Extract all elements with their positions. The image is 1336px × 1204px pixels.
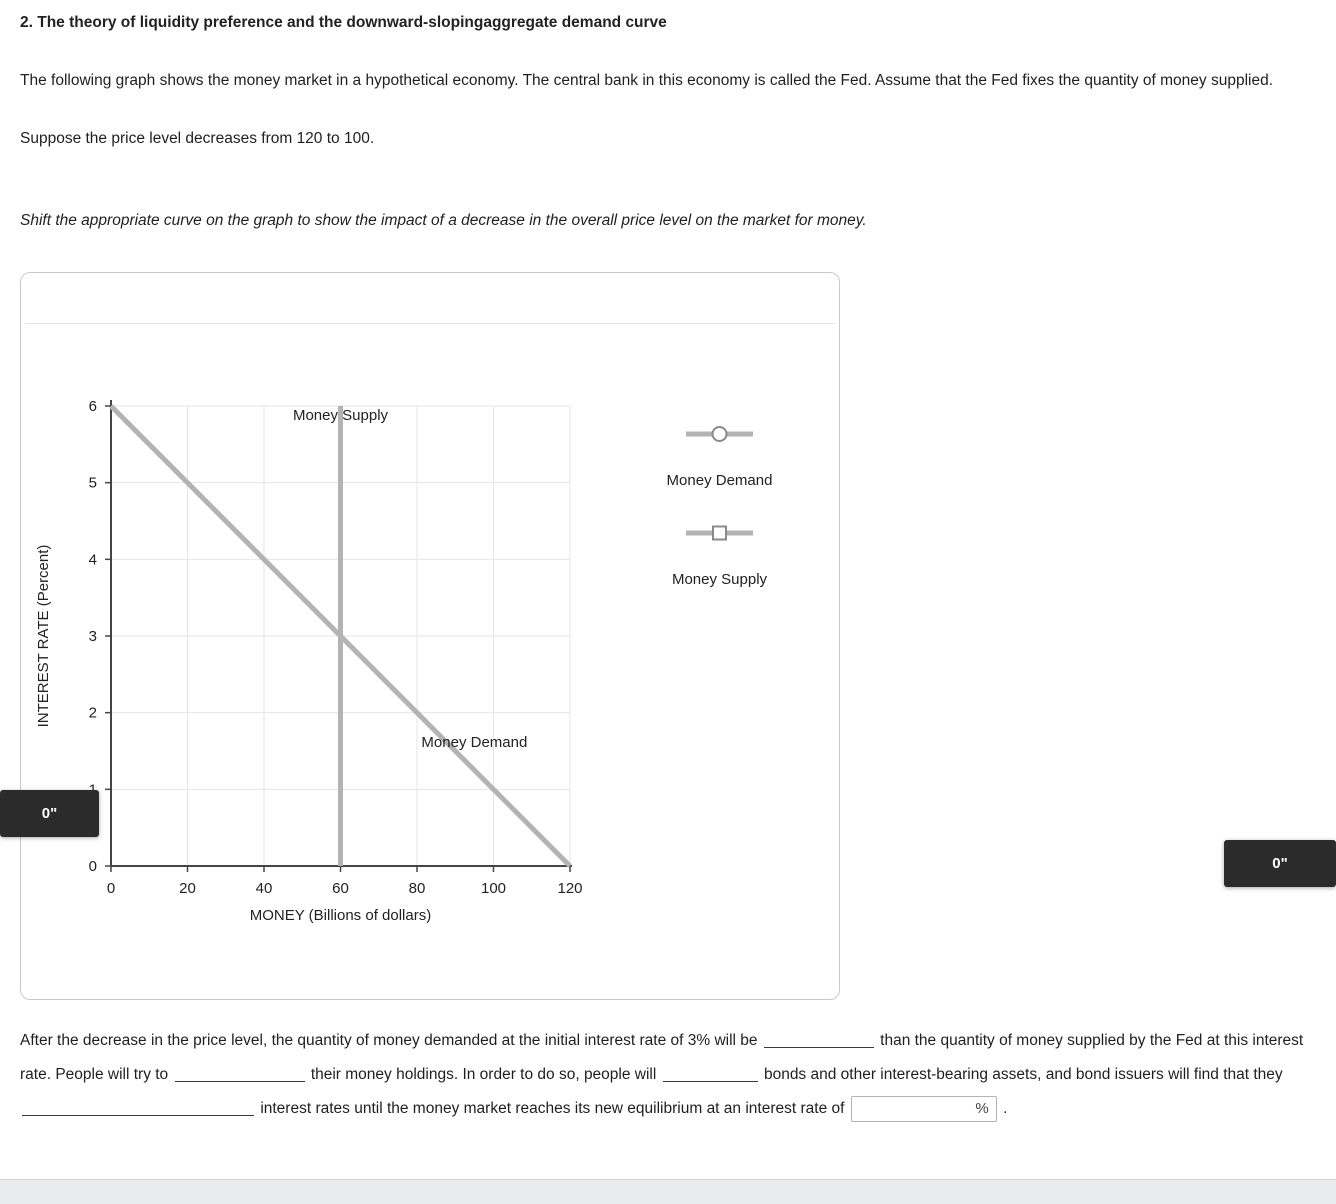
fill-text-1: After the decrease in the price level, t… [20,1032,758,1049]
fill-text-3: their money holdings. In order to do so,… [310,1066,657,1083]
graph-panel: 0 20 40 60 80 100 120 0 1 2 3 4 5 6 MONEY (Billions of… [20,272,840,1000]
fill-text-4: bonds and other interest-bearing assets,… [763,1066,1283,1083]
question-heading: 2. The theory of liquidity preference an… [20,14,667,31]
blank-buy-sell[interactable] [662,1066,758,1082]
percent-suffix: % [975,1099,989,1117]
blank-greater-less[interactable] [763,1032,874,1048]
money-market-graph[interactable]: 0 20 40 60 80 100 120 0 1 2 3 4 5 6 MONEY (Billions of… [21,273,839,999]
y-tick-label: 5 [89,475,97,492]
money-demand-curve[interactable] [109,404,572,868]
legend-item-money-supply[interactable]: Money Supply [672,525,768,589]
x-tick-label: 120 [557,880,582,897]
legend-circle-marker[interactable] [711,426,728,442]
legend-label: Money Supply [672,571,768,588]
y-tick-label: 0 [89,858,97,875]
page: 2. The theory of liquidity preference an… [0,14,1336,1204]
y-tick-label: 6 [89,398,97,415]
instruction-paragraph: Shift the appropriate curve on the graph… [20,212,867,229]
question-content: 2. The theory of liquidity preference an… [20,14,1318,1126]
y-tick-label: 2 [89,705,97,722]
y-tick-label: 3 [89,628,97,645]
money-supply-label: Money Supply [293,407,389,424]
panel-divider [25,323,835,324]
y-tick-label: 4 [89,551,97,568]
legend-item-money-demand[interactable]: Money Demand [667,426,773,489]
blank-interest-rates[interactable] [22,1100,254,1116]
x-axis-title: MONEY (Billions of dollars) [250,907,431,924]
scenario-paragraph: Suppose the price level decreases from 1… [20,130,375,147]
x-tick-label: 100 [481,880,506,897]
x-tick-label: 60 [332,880,349,897]
measure-badge-left: 0" [0,790,99,837]
legend-label: Money Demand [667,472,773,489]
y-tick-label: 1 [89,781,97,798]
fill-in-paragraph: After the decrease in the price level, t… [20,1024,1318,1126]
fill-text-6: . [1003,1100,1008,1117]
fill-text-5: interest rates until the money market re… [260,1100,845,1117]
fill-text-2: than the quantity of money supplied by t… [20,1032,1304,1083]
blank-money-holdings[interactable] [174,1066,305,1082]
measure-badge-right: 0" [1224,840,1336,887]
y-axis-title: INTEREST RATE (Percent) [35,545,52,728]
money-demand-label: Money Demand [421,734,527,751]
x-tick-label: 0 [107,880,115,897]
x-tick-label: 20 [179,880,196,897]
bottom-bar [0,1179,1336,1204]
legend-square-marker[interactable] [712,525,727,541]
intro-paragraph: The following graph shows the money mark… [20,72,1274,89]
x-tick-label: 40 [256,880,273,897]
x-tick-label: 80 [409,880,426,897]
interest-rate-input[interactable]: % [850,1095,997,1122]
